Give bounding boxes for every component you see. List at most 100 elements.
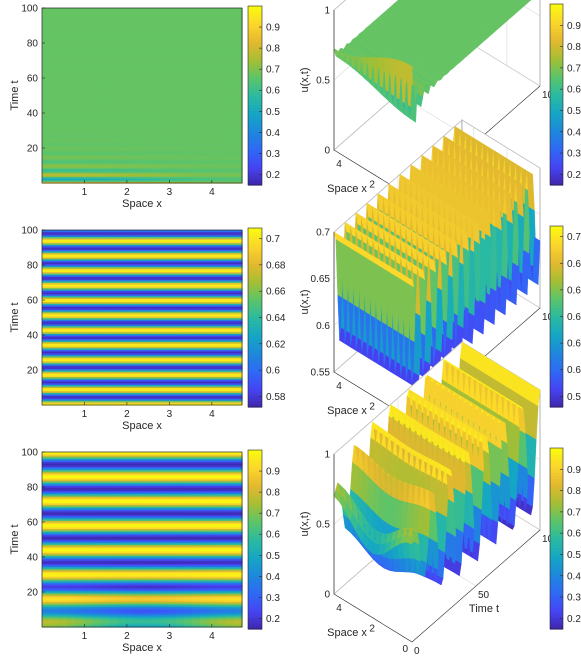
heatmap-cell — [225, 55, 235, 58]
heatmap-cell — [233, 171, 243, 175]
heatmap-cell — [200, 36, 210, 39]
colorbar-cell — [248, 98, 262, 103]
heatmap-cell — [133, 52, 143, 55]
heatmap-cell — [42, 25, 51, 28]
heatmap-cell — [125, 11, 135, 14]
heatmap-cell — [175, 181, 185, 184]
heatmap-cell — [233, 82, 243, 85]
heatmap-cell — [142, 148, 151, 151]
heatmap-cell — [67, 44, 76, 47]
heatmap-cell — [125, 100, 135, 103]
heatmap-cell — [233, 8, 243, 11]
heatmap-cell — [133, 27, 143, 30]
heatmap-cell — [150, 132, 160, 135]
heatmap-cell — [158, 49, 168, 52]
heatmap-cell — [125, 23, 135, 27]
heatmap-cell — [92, 146, 101, 149]
heatmap-cell — [192, 25, 201, 28]
heatmap-cell — [83, 78, 93, 81]
heatmap-cell — [108, 17, 118, 20]
heatmap-cell — [125, 170, 135, 173]
heatmap-cell — [158, 162, 168, 165]
heatmap-cell — [83, 168, 93, 171]
heatmap-cell — [83, 62, 93, 65]
heatmap-cell — [217, 95, 226, 98]
heatmap-cell — [100, 114, 110, 117]
heatmap-cell — [117, 159, 126, 162]
heatmap-cell — [200, 15, 210, 19]
heatmap-cell — [100, 175, 110, 178]
heatmap-cell — [117, 79, 126, 82]
heatmap-cell — [133, 100, 143, 103]
heatmap-cell — [150, 46, 160, 49]
heatmap-cell — [217, 113, 226, 116]
heatmap-cell — [208, 103, 218, 106]
heatmap-cell — [117, 74, 126, 78]
heatmap-cell — [225, 101, 235, 105]
heatmap-cell — [92, 155, 101, 159]
heatmap-cell — [150, 109, 160, 113]
heatmap-cell — [133, 74, 143, 78]
heatmap-cell — [158, 159, 168, 162]
heatmap-cell — [150, 103, 160, 106]
heatmap-cell — [167, 74, 176, 78]
heatmap-cell — [83, 125, 93, 128]
heatmap-cell — [133, 89, 143, 92]
heatmap-cell — [117, 76, 126, 79]
heatmap-cell — [67, 144, 76, 148]
heatmap-cell — [167, 39, 176, 43]
heatmap-cell — [92, 38, 101, 41]
heatmap-cell — [92, 101, 101, 105]
colorbar-cell — [248, 158, 262, 162]
heatmap-cell — [150, 151, 160, 154]
heatmap-cell — [58, 117, 68, 120]
heatmap-cell — [50, 8, 60, 11]
heatmap-cell — [150, 49, 160, 52]
heatmap-cell — [67, 68, 76, 71]
heatmap-cell — [125, 119, 135, 122]
heatmap-cell — [167, 47, 176, 50]
heatmap-cell — [92, 98, 101, 101]
heatmap-cell — [217, 122, 226, 125]
heatmap-cell — [192, 143, 201, 146]
heatmap-cell — [83, 79, 93, 82]
heatmap-cell — [67, 12, 76, 15]
heatmap-cell — [142, 46, 151, 49]
heatmap-cell — [225, 151, 235, 154]
heatmap-cell — [233, 105, 243, 108]
heatmap-cell — [58, 175, 68, 178]
heatmap-cell — [117, 30, 126, 33]
heatmap-cell — [150, 81, 160, 84]
heatmap-cell — [175, 124, 185, 127]
heatmap-cell — [42, 133, 51, 136]
heatmap-cell — [42, 130, 51, 133]
heatmap-cell — [117, 87, 126, 90]
heatmap-cell — [125, 38, 135, 41]
heatmap-cell — [208, 14, 218, 17]
heatmap-cell — [83, 60, 93, 63]
heatmap-cell — [233, 15, 243, 19]
heatmap-cell — [92, 19, 101, 22]
heatmap-cell — [208, 122, 218, 125]
heatmap-cell — [158, 31, 168, 35]
heatmap-cell — [225, 74, 235, 78]
heatmap-cell — [42, 168, 51, 171]
heatmap-cell — [225, 9, 235, 12]
heatmap-cell — [217, 163, 226, 167]
heatmap-cell — [225, 148, 235, 151]
heatmap-cell — [42, 50, 51, 54]
heatmap-cell — [217, 157, 226, 160]
heatmap-cell — [100, 28, 110, 31]
colorbar-cell — [248, 14, 262, 19]
heatmap-cell — [217, 63, 226, 66]
heatmap-cell — [100, 81, 110, 84]
heatmap-cell — [42, 171, 51, 175]
heatmap-cell — [133, 149, 143, 152]
heatmap-cell — [208, 130, 218, 133]
heatmap-cell — [225, 173, 235, 176]
heatmap-cell — [58, 106, 68, 109]
heatmap-cell — [183, 33, 193, 36]
heatmap-cell — [192, 120, 201, 124]
heatmap-cell — [108, 151, 118, 154]
